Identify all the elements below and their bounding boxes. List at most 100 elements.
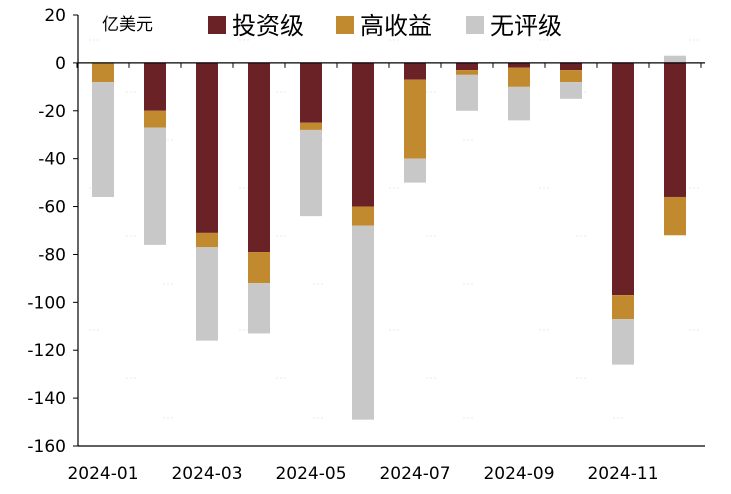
bar-2024-12-series-2 <box>664 55 686 63</box>
background-dot <box>471 417 473 419</box>
background-dot <box>689 187 691 189</box>
bar-2024-09-series-1 <box>508 67 530 87</box>
bar-2024-08-series-1 <box>456 70 478 75</box>
background-dot <box>284 91 286 93</box>
bar-2024-02-series-1 <box>144 110 166 128</box>
background-dot <box>621 417 623 419</box>
background-dot <box>576 377 578 379</box>
bar-2024-06-series-2 <box>352 225 374 420</box>
y-tick-label: 20 <box>44 6 66 26</box>
background-dot <box>134 91 136 93</box>
background-dot <box>93 39 95 41</box>
background-dot <box>584 235 586 237</box>
background-dot <box>543 39 545 41</box>
y-tick-label: -120 <box>27 341 66 361</box>
background-dot <box>171 417 173 419</box>
background-dot <box>463 139 465 141</box>
background-dot <box>280 91 282 93</box>
background-dot <box>134 235 136 237</box>
y-tick-label: -40 <box>38 150 66 170</box>
legend: 投资级 高收益 无评级 <box>208 12 562 40</box>
background-dot <box>543 187 545 189</box>
background-dot <box>130 235 132 237</box>
background-dot <box>613 417 615 419</box>
x-tick-label: 2024-03 <box>171 464 242 484</box>
background-dot <box>539 329 541 331</box>
background-dot <box>693 329 695 331</box>
y-tick-label: -80 <box>38 245 66 265</box>
background-dot <box>171 139 173 141</box>
background-dot <box>167 283 169 285</box>
background-dot <box>689 329 691 331</box>
background-dot <box>539 39 541 41</box>
bar-2024-12-series-0 <box>664 62 686 197</box>
background-dot <box>539 187 541 189</box>
background-dot <box>617 417 619 419</box>
background-dot <box>393 187 395 189</box>
background-dot <box>543 329 545 331</box>
background-dot <box>167 417 169 419</box>
background-dot <box>467 283 469 285</box>
bar-2024-11-series-0 <box>612 62 634 296</box>
background-dot <box>547 329 549 331</box>
bar-2024-10-series-1 <box>560 70 582 83</box>
background-dot <box>693 39 695 41</box>
legend-swatch-1 <box>336 16 354 34</box>
bar-2024-06-series-1 <box>352 206 374 226</box>
background-dot <box>397 187 399 189</box>
bar-2024-05-series-2 <box>300 129 322 217</box>
background-dots <box>89 39 699 419</box>
legend-label-0: 投资级 <box>232 12 304 40</box>
background-dot <box>247 39 249 41</box>
background-dot <box>467 139 469 141</box>
background-dot <box>463 417 465 419</box>
background-dot <box>397 39 399 41</box>
bar-2024-10-series-0 <box>560 62 582 71</box>
background-dot <box>547 39 549 41</box>
bar-2024-04-series-2 <box>248 283 270 334</box>
background-dot <box>389 39 391 41</box>
background-dot <box>580 377 582 379</box>
background-dot <box>430 377 432 379</box>
bar-2024-07-series-0 <box>404 62 426 80</box>
bar-2024-11-series-2 <box>612 319 634 365</box>
background-dot <box>243 39 245 41</box>
background-dot <box>93 329 95 331</box>
background-dot <box>584 91 586 93</box>
background-dot <box>163 417 165 419</box>
background-dot <box>689 39 691 41</box>
bar-2024-05-series-0 <box>300 62 322 123</box>
bar-2024-04-series-0 <box>248 62 270 253</box>
x-tick-label: 2024-07 <box>379 464 450 484</box>
x-tick-label: 2024-01 <box>67 464 138 484</box>
background-dot <box>463 283 465 285</box>
background-dot <box>321 417 323 419</box>
background-dot <box>321 283 323 285</box>
background-dot <box>284 377 286 379</box>
background-dot <box>576 235 578 237</box>
background-dot <box>89 39 91 41</box>
bar-2024-04-series-1 <box>248 252 270 284</box>
bars-layer <box>92 55 686 420</box>
bar-2024-10-series-2 <box>560 82 582 99</box>
background-dot <box>693 187 695 189</box>
bar-2024-03-series-0 <box>196 62 218 233</box>
bar-2024-03-series-2 <box>196 247 218 341</box>
background-dot <box>89 187 91 189</box>
background-dot <box>430 91 432 93</box>
background-dot <box>471 139 473 141</box>
bar-2024-12-series-1 <box>664 196 686 236</box>
background-dot <box>434 235 436 237</box>
background-dot <box>243 187 245 189</box>
background-dot <box>547 187 549 189</box>
background-dot <box>317 417 319 419</box>
background-dot <box>434 91 436 93</box>
bar-2024-01-series-1 <box>92 62 114 83</box>
background-dot <box>280 377 282 379</box>
background-dot <box>434 377 436 379</box>
background-dot <box>426 91 428 93</box>
background-dot <box>276 91 278 93</box>
background-dot <box>97 329 99 331</box>
legend-label-1: 高收益 <box>360 12 432 40</box>
